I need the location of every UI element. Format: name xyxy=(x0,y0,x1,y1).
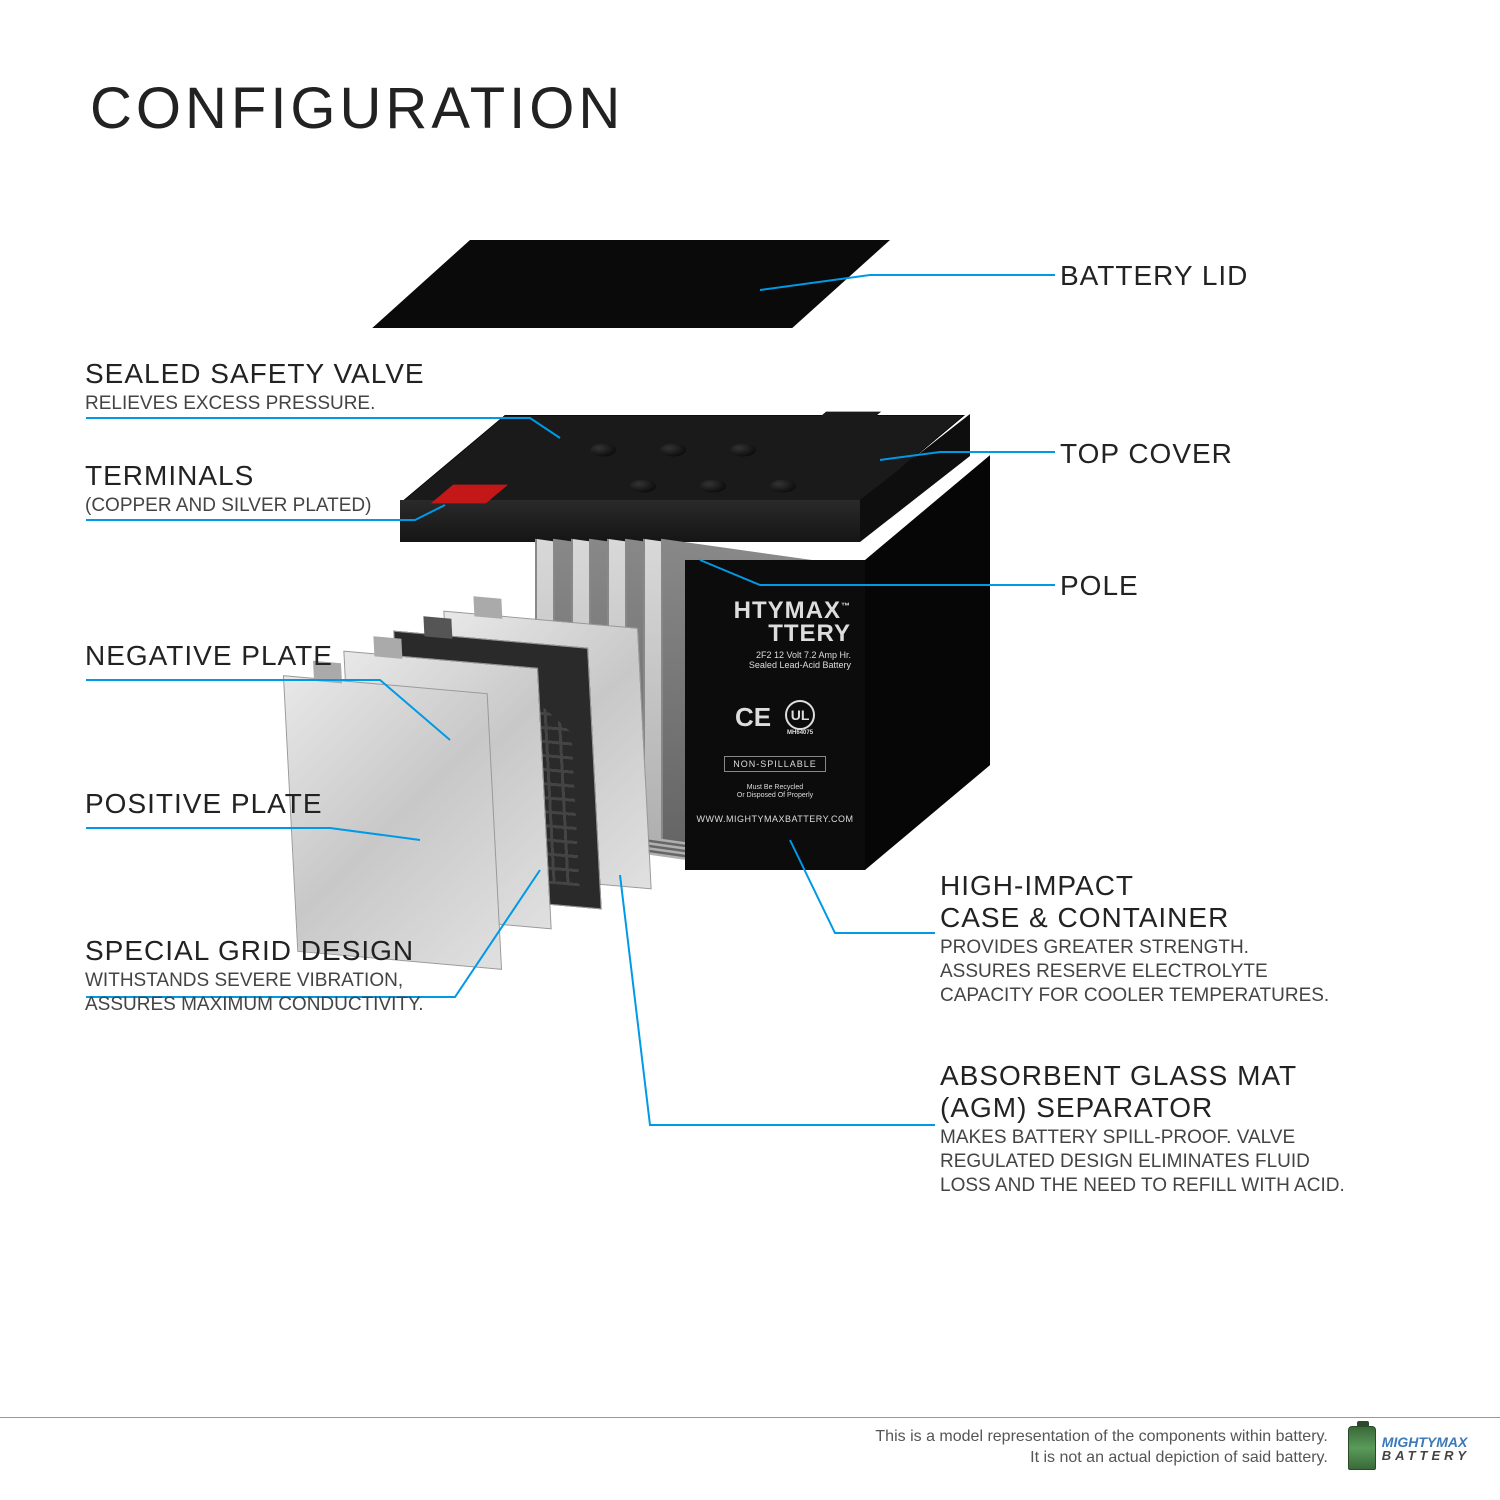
battery-lid-shape xyxy=(372,240,890,328)
label-top-cover: TOP COVER xyxy=(1060,438,1233,470)
label-title: POLE xyxy=(1060,570,1139,602)
label-title: BATTERY LID xyxy=(1060,260,1248,292)
label-subtitle: PROVIDES GREATER STRENGTH.ASSURES RESERV… xyxy=(940,936,1329,1007)
label-terminals: TERMINALS(COPPER AND SILVER PLATED) xyxy=(85,460,371,518)
label-title: SPECIAL GRID DESIGN xyxy=(85,935,424,967)
label-subtitle: RELIEVES EXCESS PRESSURE. xyxy=(85,392,425,416)
label-title: SEALED SAFETY VALVE xyxy=(85,358,425,390)
label-positive-plate: POSITIVE PLATE xyxy=(85,788,323,820)
label-subtitle: WITHSTANDS SEVERE VIBRATION,ASSURES MAXI… xyxy=(85,969,424,1017)
label-subtitle: MAKES BATTERY SPILL-PROOF. VALVEREGULATE… xyxy=(940,1126,1345,1197)
disclaimer-text: This is a model representation of the co… xyxy=(875,1427,1327,1469)
ce-mark: CE xyxy=(735,702,771,733)
label-battery-lid: BATTERY LID xyxy=(1060,260,1248,292)
label-subtitle: (COPPER AND SILVER PLATED) xyxy=(85,494,371,518)
label-negative-plate: NEGATIVE PLATE xyxy=(85,640,333,672)
label-pole: POLE xyxy=(1060,570,1139,602)
ul-mark: UL xyxy=(785,700,815,730)
non-spillable-label: NON-SPILLABLE xyxy=(724,756,826,772)
battery-icon xyxy=(1348,1426,1376,1470)
label-title: TERMINALS xyxy=(85,460,371,492)
footer: This is a model representation of the co… xyxy=(0,1417,1500,1470)
brand-url: WWW.MIGHTYMAXBATTERY.COM xyxy=(696,814,853,824)
label-safety-valve: SEALED SAFETY VALVERELIEVES EXCESS PRESS… xyxy=(85,358,425,416)
label-title: ABSORBENT GLASS MAT(AGM) SEPARATOR xyxy=(940,1060,1345,1124)
label-agm: ABSORBENT GLASS MAT(AGM) SEPARATORMAKES … xyxy=(940,1060,1345,1197)
recycle-notice: Must Be RecycledOr Disposed Of Properly xyxy=(737,784,813,801)
battery-exploded-diagram: HTYMAX™TTERY 2F2 12 Volt 7.2 Amp Hr.Seal… xyxy=(320,240,1020,1040)
brand-logo: MIGHTYMAX BATTERY xyxy=(1348,1426,1470,1470)
label-title: POSITIVE PLATE xyxy=(85,788,323,820)
label-title: NEGATIVE PLATE xyxy=(85,640,333,672)
label-title: HIGH-IMPACTCASE & CONTAINER xyxy=(940,870,1329,934)
top-cover-shape xyxy=(400,415,950,545)
battery-case: HTYMAX™TTERY 2F2 12 Volt 7.2 Amp Hr.Seal… xyxy=(685,560,965,900)
page-title: CONFIGURATION xyxy=(90,75,624,142)
label-title: TOP COVER xyxy=(1060,438,1233,470)
label-grid-design: SPECIAL GRID DESIGNWITHSTANDS SEVERE VIB… xyxy=(85,935,424,1017)
label-case: HIGH-IMPACTCASE & CONTAINERPROVIDES GREA… xyxy=(940,870,1329,1007)
